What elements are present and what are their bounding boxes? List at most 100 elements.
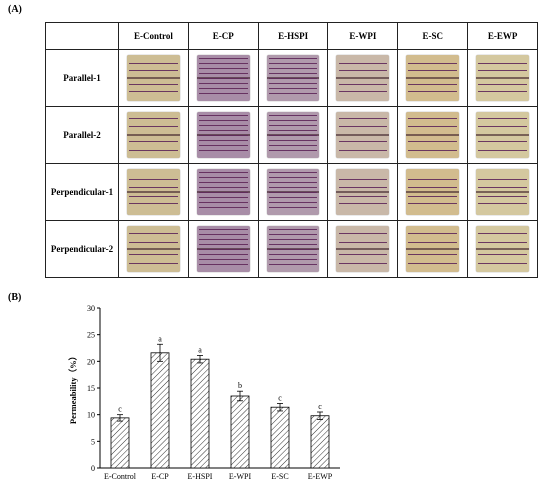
dye-streak [408, 179, 458, 181]
dye-streak [198, 171, 248, 173]
specimen-photo [336, 226, 390, 272]
dye-streak [198, 83, 248, 85]
specimen-photo [196, 226, 250, 272]
dye-streak [338, 203, 388, 205]
dye-streak [198, 202, 248, 204]
dye-streak [338, 125, 388, 127]
specimen-photo [336, 55, 390, 101]
y-tick-label: 30 [87, 304, 95, 313]
dye-streak [129, 203, 178, 205]
row-label: Perpendicular-2 [45, 220, 119, 278]
dye-streak [129, 187, 178, 189]
dye-streak [198, 207, 248, 209]
grid-row: Parallel-2 [45, 106, 538, 164]
grid-row: Parallel-1 [45, 49, 538, 107]
y-tick-label: 15 [87, 384, 95, 393]
dye-streak [268, 192, 318, 193]
dye-streak [198, 243, 248, 245]
specimen-photo [476, 169, 529, 215]
specimen-cell [327, 106, 399, 164]
dye-streak [129, 69, 178, 71]
specimen-cell [397, 49, 469, 107]
dye-streak [268, 249, 318, 250]
bar [190, 358, 210, 469]
specimen-seam [336, 191, 390, 194]
dye-streak [268, 264, 318, 266]
dye-streak [198, 57, 248, 59]
specimen-cell [257, 49, 329, 107]
specimen-seam [476, 77, 529, 80]
bar [310, 415, 330, 469]
specimen-cell [257, 220, 329, 278]
specimen-cell [397, 106, 469, 164]
specimen-photo [196, 112, 250, 158]
dye-streak [338, 69, 388, 71]
dye-streak [198, 150, 248, 152]
dye-streak [129, 118, 178, 120]
x-tick-label: E-WPI [229, 472, 252, 481]
specimen-photo [406, 112, 460, 158]
dye-streak [408, 195, 458, 197]
dye-streak [129, 125, 178, 127]
dye-streak [198, 176, 248, 178]
dye-streak [478, 195, 527, 197]
specimen-cell [257, 163, 329, 221]
dye-streak [478, 149, 527, 151]
column-header: E-HSPI [257, 22, 329, 50]
dye-streak [478, 203, 527, 205]
dye-streak [478, 262, 527, 264]
specimen-photo [476, 226, 529, 272]
dye-streak [198, 233, 248, 235]
dye-streak [338, 141, 388, 143]
significance-letter: c [278, 393, 282, 402]
dye-streak [478, 63, 527, 65]
specimen-cell [187, 106, 259, 164]
dye-streak [198, 181, 248, 183]
specimen-photo [406, 226, 460, 272]
permeability-bar-chart: 0 5 10 15 20 25 30 Permeability（%） c E-Control a E-… [68, 304, 340, 481]
column-header: E-WPI [327, 22, 399, 50]
dye-streak [129, 253, 178, 255]
dye-streak [129, 262, 178, 264]
dye-streak [268, 181, 318, 183]
specimen-photo [476, 55, 529, 101]
y-tick-label: 10 [87, 411, 95, 420]
x-tick-label: E-Control [104, 472, 137, 481]
y-tick-label: 0 [91, 464, 95, 473]
significance-letter: c [118, 405, 122, 414]
bar [150, 352, 170, 469]
specimen-photo [406, 169, 460, 215]
x-tick-label: E-HSPI [188, 472, 213, 481]
dye-streak [408, 149, 458, 151]
dye-streak [268, 150, 318, 152]
y-axis-title: Permeability（%） [68, 352, 78, 424]
significance-letter: a [158, 334, 162, 343]
grid-row: Perpendicular-1 [45, 163, 538, 221]
specimen-cell [187, 49, 259, 107]
dye-streak [268, 254, 318, 256]
dye-streak [268, 62, 318, 64]
x-tick-label: E-EWP [308, 472, 333, 481]
specimen-photo [266, 226, 320, 272]
specimen-cell [467, 106, 538, 164]
specimen-seam [406, 77, 460, 80]
dye-streak [338, 149, 388, 151]
specimen-seam [406, 191, 460, 194]
dye-streak [268, 114, 318, 116]
dye-streak [408, 83, 458, 85]
dye-streak [129, 233, 178, 235]
dye-streak [198, 78, 248, 79]
specimen-photo [406, 55, 460, 101]
specimen-seam [127, 77, 180, 80]
bar [270, 406, 290, 469]
dye-streak [268, 171, 318, 173]
dye-streak [129, 141, 178, 143]
dye-streak [408, 187, 458, 189]
dye-streak [198, 114, 248, 116]
dye-streak [268, 57, 318, 59]
specimen-photo-grid: E-Control E-CP E-HSPI E-WPI E-SC E-EWP P… [45, 22, 538, 278]
specimen-seam [127, 134, 180, 137]
dye-streak [478, 253, 527, 255]
column-header: E-Control [118, 22, 189, 50]
dye-streak [198, 93, 248, 95]
